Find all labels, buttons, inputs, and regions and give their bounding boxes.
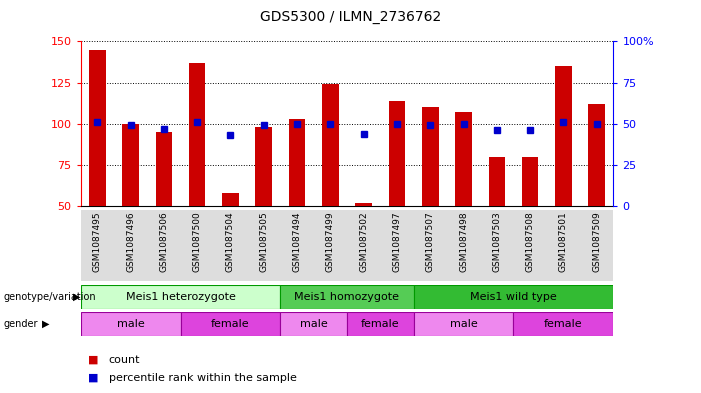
Bar xyxy=(255,127,272,206)
Bar xyxy=(189,63,205,206)
Text: count: count xyxy=(109,354,140,365)
Bar xyxy=(522,157,538,206)
Bar xyxy=(455,112,472,206)
Text: GSM1087508: GSM1087508 xyxy=(526,212,535,272)
Text: ■: ■ xyxy=(88,354,98,365)
Text: GSM1087509: GSM1087509 xyxy=(592,212,601,272)
Bar xyxy=(81,285,280,309)
Bar xyxy=(414,285,613,309)
Bar xyxy=(81,312,181,336)
Text: percentile rank within the sample: percentile rank within the sample xyxy=(109,373,297,383)
Bar xyxy=(156,132,172,206)
Text: ■: ■ xyxy=(88,373,98,383)
Text: Meis1 homozygote: Meis1 homozygote xyxy=(294,292,400,302)
Text: GSM1087494: GSM1087494 xyxy=(292,212,301,272)
Text: genotype/variation: genotype/variation xyxy=(4,292,96,302)
Bar xyxy=(280,312,347,336)
Text: GSM1087503: GSM1087503 xyxy=(492,212,501,272)
Text: GSM1087497: GSM1087497 xyxy=(393,212,402,272)
Bar xyxy=(181,312,280,336)
Bar xyxy=(289,119,306,206)
Bar xyxy=(89,50,106,206)
Text: male: male xyxy=(300,319,327,329)
Bar xyxy=(222,193,239,206)
Text: GSM1087502: GSM1087502 xyxy=(359,212,368,272)
Text: GSM1087506: GSM1087506 xyxy=(159,212,168,272)
Bar xyxy=(322,84,339,206)
Text: ▶: ▶ xyxy=(73,292,80,302)
Bar xyxy=(422,107,439,206)
Text: male: male xyxy=(116,319,144,329)
Bar xyxy=(280,285,414,309)
Text: GSM1087507: GSM1087507 xyxy=(426,212,435,272)
Bar xyxy=(388,101,405,206)
Bar xyxy=(588,104,605,206)
Text: GSM1087496: GSM1087496 xyxy=(126,212,135,272)
Bar xyxy=(355,203,372,206)
Text: male: male xyxy=(449,319,477,329)
Bar xyxy=(347,312,414,336)
Text: Meis1 wild type: Meis1 wild type xyxy=(470,292,557,302)
Text: GSM1087504: GSM1087504 xyxy=(226,212,235,272)
Bar xyxy=(414,312,514,336)
Text: gender: gender xyxy=(4,319,38,329)
Text: female: female xyxy=(211,319,250,329)
Text: female: female xyxy=(544,319,583,329)
Text: GDS5300 / ILMN_2736762: GDS5300 / ILMN_2736762 xyxy=(260,10,441,24)
Text: GSM1087501: GSM1087501 xyxy=(559,212,568,272)
Text: GSM1087499: GSM1087499 xyxy=(326,212,335,272)
Text: GSM1087498: GSM1087498 xyxy=(459,212,468,272)
Text: GSM1087495: GSM1087495 xyxy=(93,212,102,272)
Bar xyxy=(122,124,139,206)
Text: GSM1087500: GSM1087500 xyxy=(193,212,202,272)
Text: Meis1 heterozygote: Meis1 heterozygote xyxy=(125,292,236,302)
Bar xyxy=(489,157,505,206)
Text: female: female xyxy=(361,319,400,329)
Text: GSM1087505: GSM1087505 xyxy=(259,212,268,272)
Bar xyxy=(514,312,613,336)
Text: ▶: ▶ xyxy=(42,319,49,329)
Bar xyxy=(555,66,572,206)
